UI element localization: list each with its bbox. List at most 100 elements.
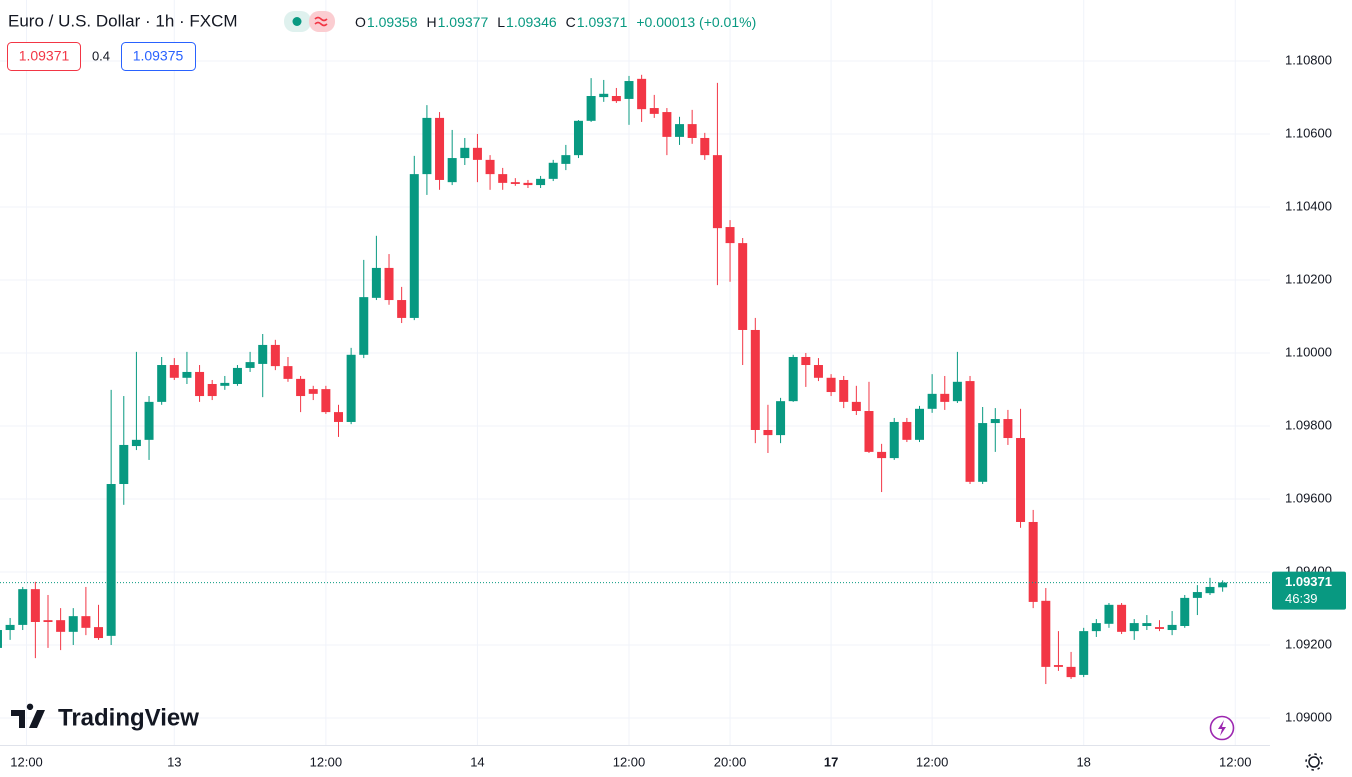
- candle-body: [220, 382, 230, 386]
- candle-body: [131, 439, 141, 447]
- candle-body: [81, 616, 91, 628]
- candle-body: [18, 589, 28, 625]
- candle-body: [346, 354, 356, 422]
- candle-body: [839, 379, 849, 402]
- delay-badge[interactable]: [309, 11, 335, 32]
- x-tick-label: 12:00: [613, 754, 646, 769]
- status-dot: [292, 17, 302, 26]
- candle-body: [725, 227, 735, 244]
- candle-body: [157, 365, 167, 402]
- candle-body: [700, 137, 710, 156]
- candle-body: [296, 378, 306, 397]
- candle-body: [548, 162, 558, 179]
- candle-body: [889, 421, 899, 459]
- candle-body: [30, 589, 40, 622]
- ohlc-legend: O1.09358 H1.09377 L1.09346 C1.09371 +0.00013…: [355, 14, 756, 30]
- candle-body: [826, 377, 836, 393]
- candle-body: [68, 616, 78, 632]
- lightning-icon: [1218, 720, 1226, 736]
- ohlc-label: C: [566, 14, 576, 30]
- x-tick-label: 12:00: [916, 754, 949, 769]
- candle-body: [1218, 582, 1228, 588]
- candle-body: [308, 389, 318, 394]
- candle-body: [877, 451, 887, 459]
- candle-body: [182, 371, 192, 378]
- candle-body: [1154, 627, 1164, 629]
- candle-body: [1028, 521, 1038, 602]
- candle-body: [738, 243, 748, 330]
- candle-body: [915, 408, 925, 440]
- candle-body: [536, 178, 546, 186]
- candle-body: [637, 78, 647, 110]
- candle-body: [649, 108, 659, 114]
- ohlc-label: O: [355, 14, 366, 30]
- ohlc-label: H: [427, 14, 437, 30]
- candle-body: [119, 444, 129, 485]
- candle-body: [788, 356, 798, 402]
- ohlc-value: 1.09371: [577, 14, 628, 30]
- candle-body: [586, 95, 596, 121]
- logo-icon: [11, 703, 45, 728]
- spread: 0.4: [92, 48, 110, 63]
- candle-body: [978, 423, 988, 482]
- y-tick-label: 1.10400: [1285, 198, 1332, 213]
- candle-body: [195, 371, 205, 397]
- candles: [0, 74, 1270, 685]
- candle-body: [258, 344, 268, 364]
- x-tick-label: 20:00: [714, 754, 747, 769]
- candle-body: [763, 429, 773, 436]
- candle-body: [1003, 419, 1013, 439]
- candle-body: [599, 93, 609, 98]
- x-tick-label: 12:00: [10, 754, 43, 769]
- candle-body: [106, 484, 116, 636]
- candle-body: [750, 329, 760, 430]
- candle-body: [851, 401, 861, 412]
- y-tick-label: 1.10000: [1285, 344, 1332, 359]
- candle-body: [1180, 597, 1190, 627]
- candle-body: [864, 411, 874, 452]
- last-price-box: [1272, 571, 1346, 610]
- ask-price[interactable]: 1.09375: [133, 48, 184, 64]
- bid-price[interactable]: 1.09371: [19, 48, 70, 64]
- x-tick-label: 17: [824, 754, 838, 769]
- y-tick-label: 1.10200: [1285, 271, 1332, 286]
- candle-body: [498, 174, 508, 183]
- watermark: TradingView: [58, 704, 199, 731]
- candle-body: [447, 158, 457, 183]
- sell-button[interactable]: [7, 42, 81, 71]
- settings-button[interactable]: [1308, 756, 1320, 768]
- candle-body: [169, 365, 179, 378]
- candle-body: [1079, 631, 1089, 675]
- candle-body: [662, 112, 672, 137]
- candle-body: [813, 365, 823, 378]
- candle-body: [485, 159, 495, 175]
- candle-body: [776, 401, 786, 436]
- candle-body: [927, 393, 937, 409]
- ohlc-value: 1.09346: [506, 14, 557, 30]
- candle-body: [510, 182, 520, 184]
- candle-body: [801, 356, 811, 366]
- candle-body: [0, 630, 2, 648]
- settings-gear: [1305, 753, 1323, 771]
- buy-button[interactable]: [121, 42, 196, 71]
- candle-body: [435, 117, 445, 180]
- candle-body: [397, 300, 407, 318]
- candle-body: [1205, 586, 1215, 594]
- candle-body: [359, 297, 369, 355]
- chart-title: Euro / U.S. Dollar · 1h · FXCM: [8, 11, 238, 30]
- candle-body: [321, 389, 331, 413]
- y-tick-label: 1.09600: [1285, 490, 1332, 505]
- candle-body: [1192, 592, 1202, 598]
- candle-body: [245, 362, 255, 368]
- candle-body: [1016, 438, 1026, 522]
- candle-body: [207, 383, 217, 397]
- y-tick-label: 1.09200: [1285, 636, 1332, 651]
- candle-body: [940, 393, 950, 402]
- x-tick-label: 18: [1076, 754, 1090, 769]
- y-tick-label: 1.09000: [1285, 709, 1332, 724]
- candle-body: [422, 117, 432, 175]
- grid: [0, 0, 1270, 745]
- y-tick-label: 1.09800: [1285, 417, 1332, 432]
